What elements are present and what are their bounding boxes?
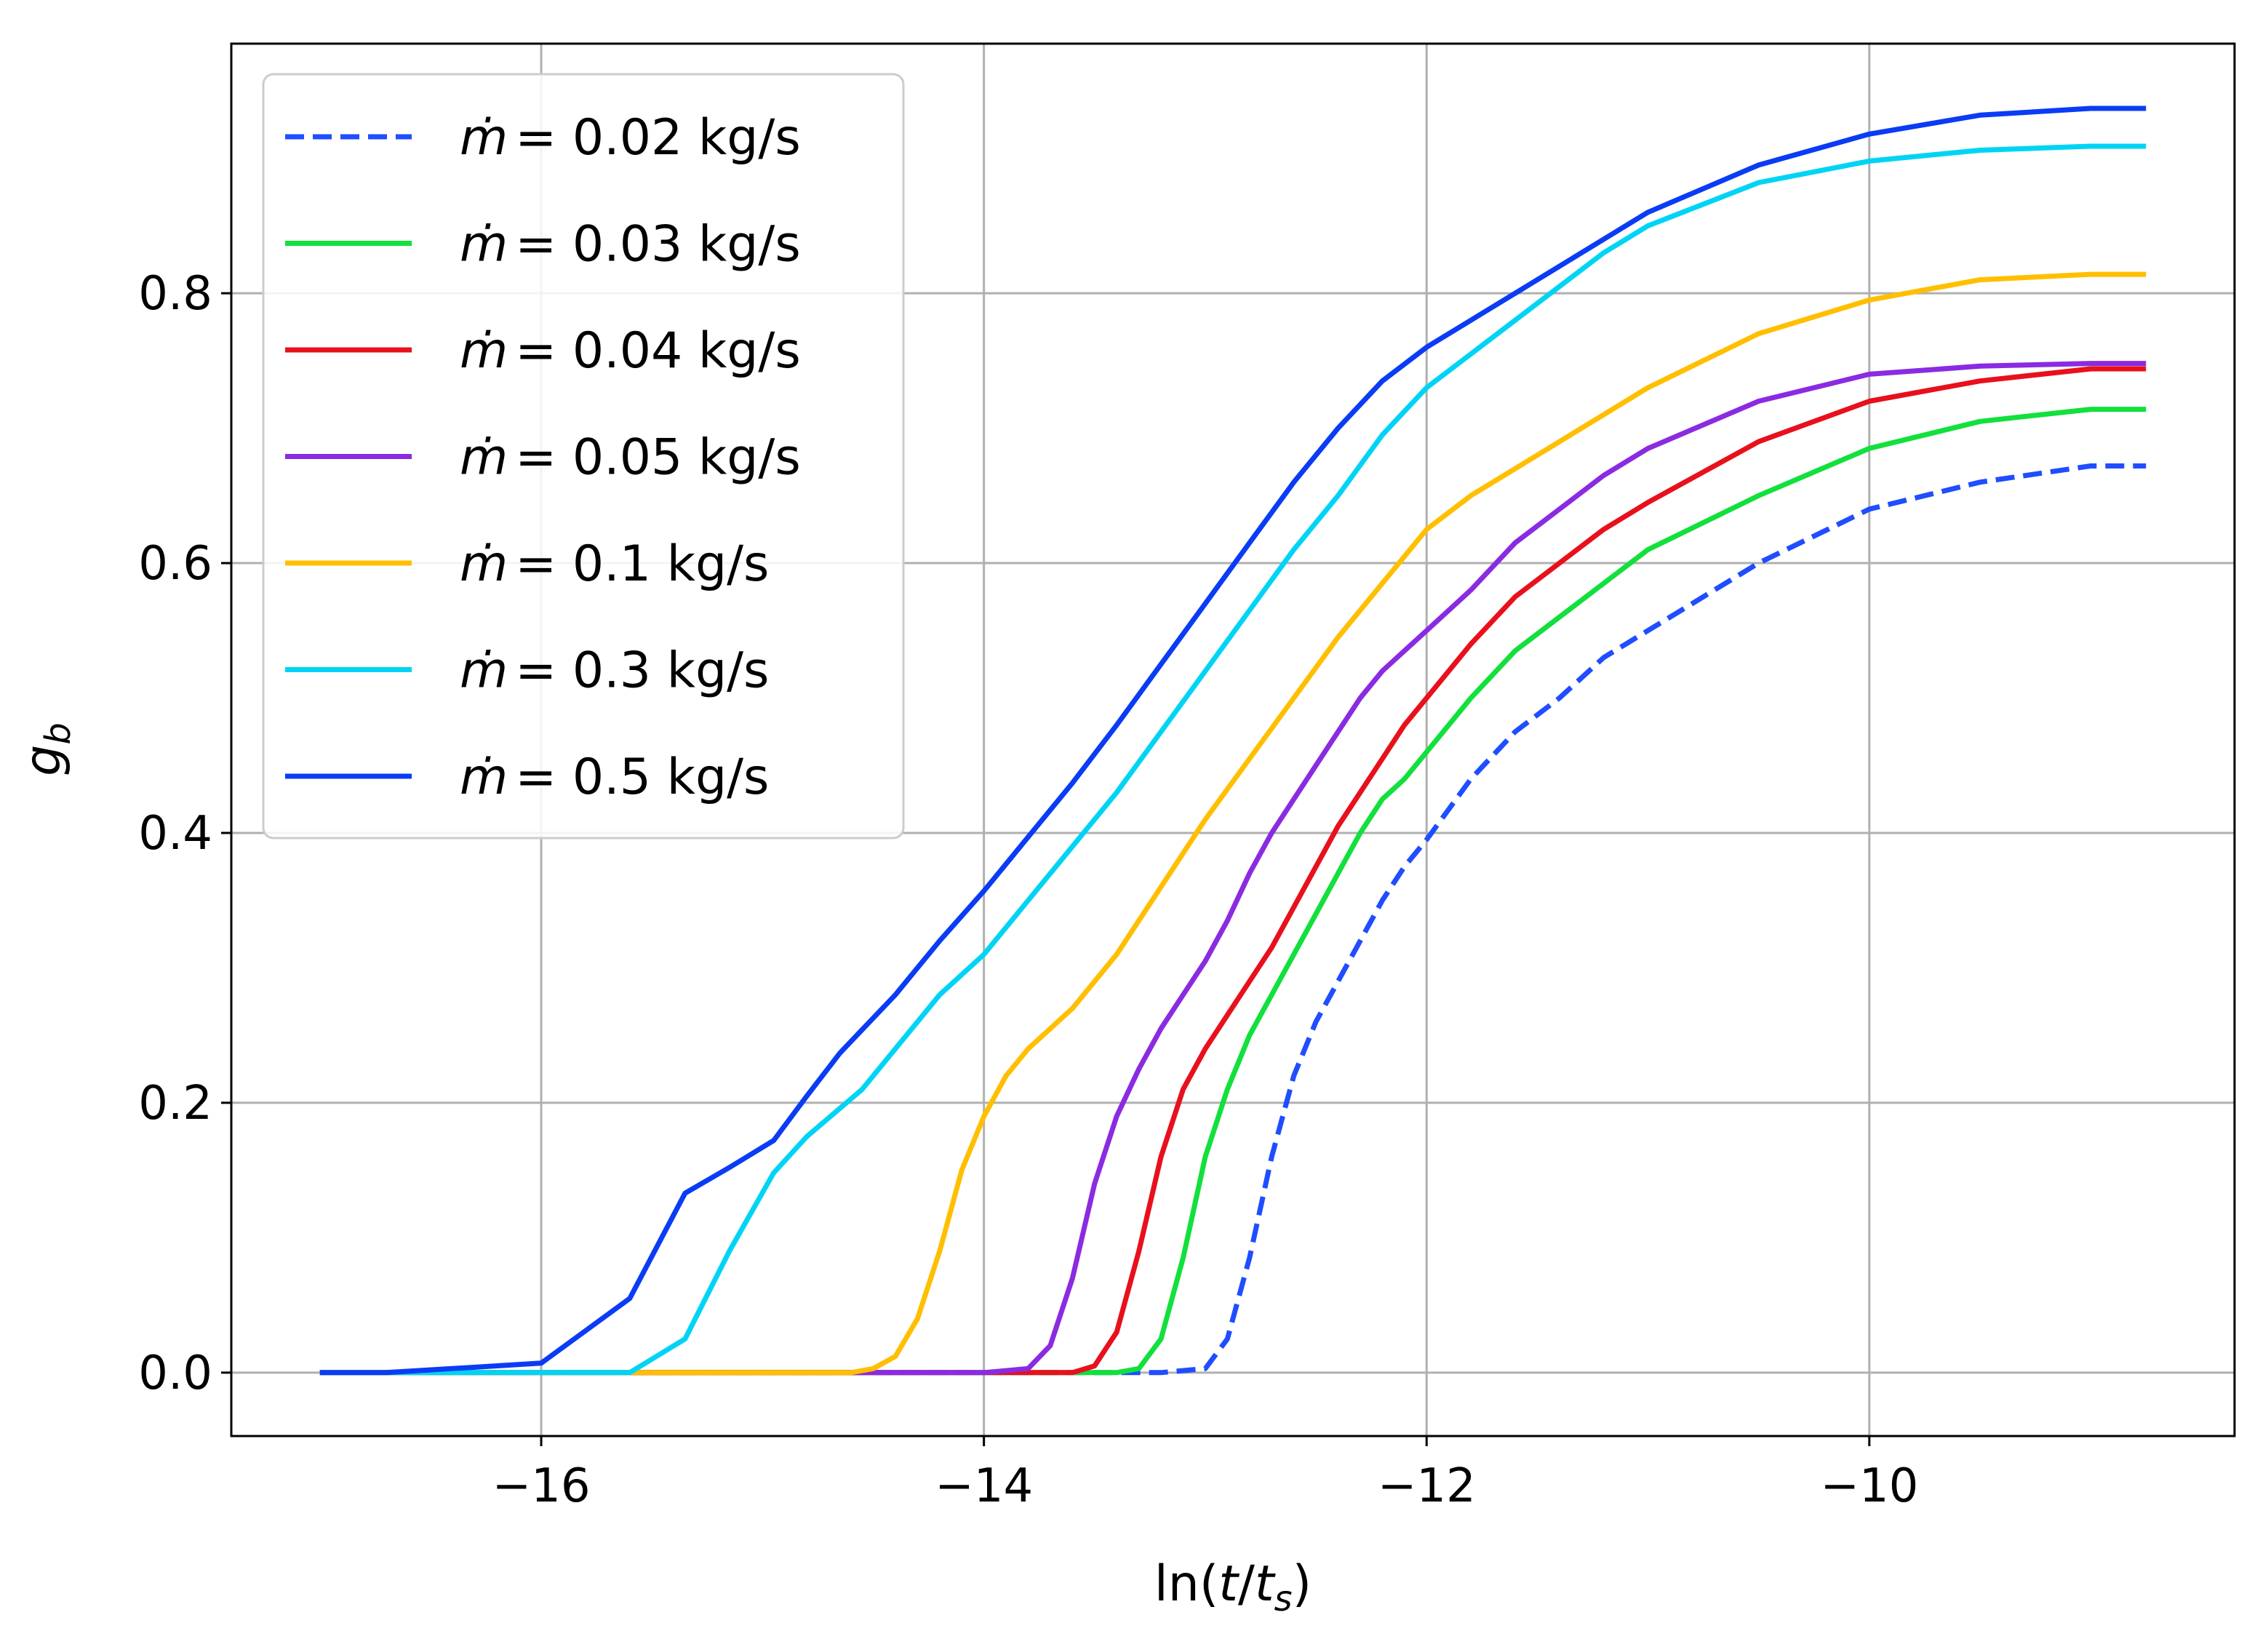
legend-label-value: = 0.5 kg/s bbox=[515, 749, 769, 806]
x-axis-label-prefix: ln( bbox=[1154, 1555, 1219, 1613]
x-axis-label: ln(t/ts) bbox=[1154, 1555, 1311, 1619]
legend-label-symbol: ṁ bbox=[460, 535, 508, 593]
legend-label-6: ṁ = 0.3 kg/s bbox=[460, 642, 769, 700]
y-tick-label: 0.6 bbox=[138, 537, 212, 591]
y-tick-label: 0.8 bbox=[138, 267, 212, 321]
x-tick-label: −14 bbox=[935, 1459, 1033, 1513]
series-lines bbox=[319, 105, 2147, 1376]
legend-label-symbol: ṁ bbox=[460, 322, 508, 380]
legend-label-symbol: ṁ bbox=[460, 216, 508, 274]
legend-label-symbol: ṁ bbox=[460, 749, 508, 806]
legend-label-symbol: ṁ bbox=[460, 642, 508, 700]
plot-frame bbox=[230, 42, 2236, 1437]
x-tick-label: −16 bbox=[492, 1459, 591, 1513]
series-line-5 bbox=[319, 271, 2147, 1376]
legend-label-symbol: ṁ bbox=[460, 109, 508, 167]
legend-label-4: ṁ = 0.05 kg/s bbox=[460, 429, 801, 487]
legend-label-value: = 0.3 kg/s bbox=[515, 642, 769, 700]
legend-box bbox=[262, 73, 905, 840]
legend-label-symbol: ṁ bbox=[460, 429, 508, 487]
x-tick-label: −10 bbox=[1820, 1459, 1918, 1513]
legend-label-5: ṁ = 0.1 kg/s bbox=[460, 535, 769, 593]
series-line-6 bbox=[319, 143, 2147, 1376]
legend-label-value: = 0.04 kg/s bbox=[515, 322, 801, 380]
y-tick-label: 0.2 bbox=[138, 1077, 212, 1130]
legend-items: ṁ = 0.02 kg/sṁ = 0.03 kg/sṁ = 0.04 kg/sṁ = 0… bbox=[285, 109, 801, 806]
series-line-7 bbox=[319, 105, 2147, 1376]
y-axis-label-g: g bbox=[15, 745, 72, 776]
legend-label-value: = 0.03 kg/s bbox=[515, 216, 801, 274]
y-tick-label: 0.4 bbox=[138, 807, 212, 861]
axis-ticks: −16 −14 −12 −10 0.0 0.2 0.4 0.6 0.8 bbox=[138, 267, 1918, 1513]
y-axis-label-sub: b bbox=[38, 722, 79, 744]
legend: ṁ = 0.02 kg/sṁ = 0.03 kg/sṁ = 0.04 kg/sṁ = 0… bbox=[262, 73, 905, 840]
x-axis-label-sub: s bbox=[1274, 1579, 1293, 1619]
legend-label-7: ṁ = 0.5 kg/s bbox=[460, 749, 769, 806]
x-tick-label: −12 bbox=[1378, 1459, 1476, 1513]
x-axis-label-t: t bbox=[1218, 1555, 1239, 1613]
series-line-3 bbox=[319, 366, 2147, 1376]
x-axis-label-suffix: ) bbox=[1293, 1555, 1312, 1613]
series-line-2 bbox=[319, 407, 2147, 1376]
legend-label-2: ṁ = 0.03 kg/s bbox=[460, 216, 801, 274]
legend-label-value: = 0.1 kg/s bbox=[515, 535, 769, 593]
legend-label-value: = 0.02 kg/s bbox=[515, 109, 801, 167]
series-line-1 bbox=[319, 463, 2147, 1376]
y-tick-label: 0.0 bbox=[138, 1347, 212, 1400]
legend-label-1: ṁ = 0.02 kg/s bbox=[460, 109, 801, 167]
y-axis-label: gb bbox=[15, 722, 79, 776]
legend-label-value: = 0.05 kg/s bbox=[515, 429, 801, 487]
series-line-4 bbox=[319, 361, 2147, 1376]
x-axis-label-ts: t bbox=[1255, 1555, 1276, 1613]
x-axis-label-slash: / bbox=[1238, 1555, 1255, 1613]
legend-label-3: ṁ = 0.04 kg/s bbox=[460, 322, 801, 380]
